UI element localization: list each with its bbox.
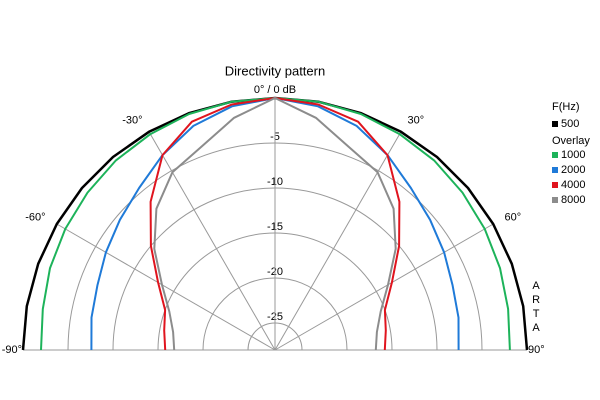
chart-title: Directivity pattern — [225, 63, 325, 78]
legend-label: 4000 — [561, 179, 585, 191]
legend-swatch — [552, 167, 558, 173]
grid-spoke — [148, 131, 276, 351]
grid-spoke — [274, 223, 494, 351]
series-line — [153, 97, 397, 351]
legend-title: F(Hz) — [552, 101, 580, 113]
legend-label: 1000 — [561, 149, 585, 161]
legend-swatch — [552, 152, 558, 158]
watermark: ARTA — [530, 280, 542, 336]
grid-spoke — [56, 223, 276, 351]
angle-tick-label: 0° / 0 dB — [254, 84, 296, 96]
legend-label: 8000 — [561, 194, 585, 206]
angle-tick-label: 60° — [504, 211, 521, 223]
legend-label: 2000 — [561, 164, 585, 176]
legend-swatch — [552, 197, 558, 203]
legend-overlay-label: Overlay — [552, 135, 590, 147]
legend-swatch — [552, 182, 558, 188]
angle-tick-label: -90° — [2, 344, 22, 356]
angle-tick-label: -30° — [122, 114, 142, 126]
angle-tick-label: 90° — [528, 344, 545, 356]
angle-tick-label: 30° — [408, 114, 425, 126]
angle-tick-label: -60° — [25, 211, 45, 223]
grid-spoke — [274, 131, 402, 351]
legend-label: 500 — [561, 118, 579, 130]
legend-swatch — [552, 121, 558, 127]
